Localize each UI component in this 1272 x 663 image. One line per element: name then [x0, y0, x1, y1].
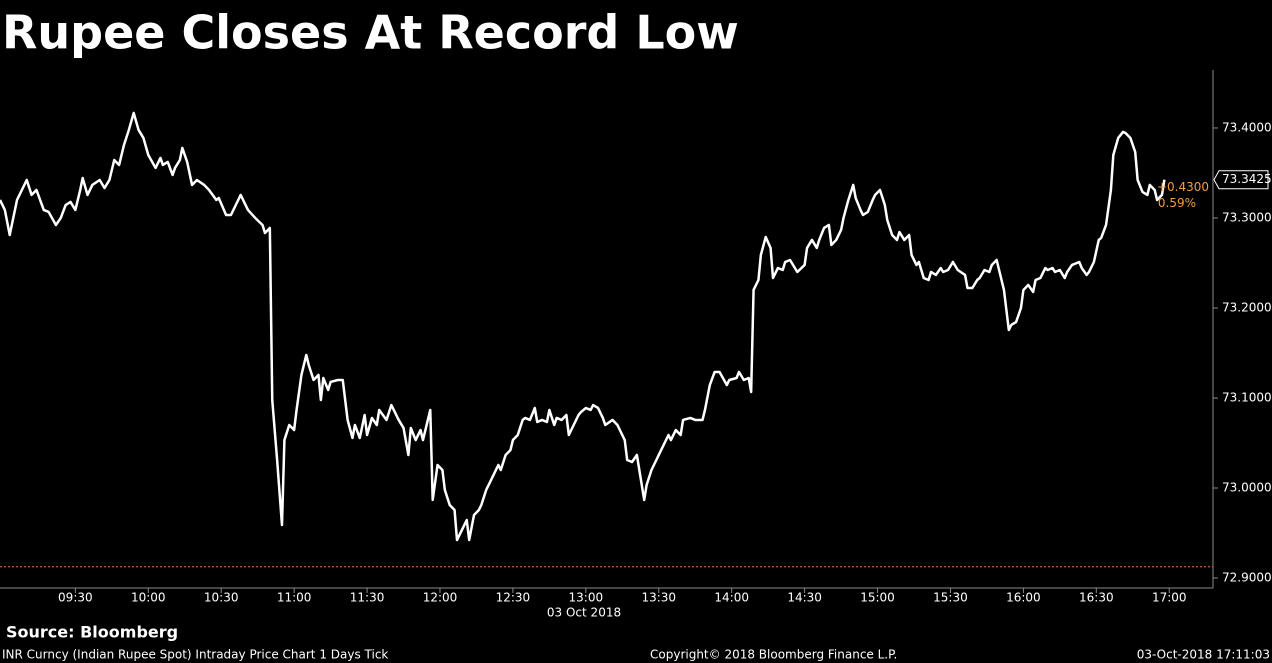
x-tick-label: 15:00	[860, 591, 895, 605]
y-tick-label: 73.0000	[1222, 481, 1272, 495]
y-tick-label: 73.4000	[1222, 120, 1272, 134]
x-tick-label: 12:30	[496, 591, 531, 605]
change-label: +0.4300	[1157, 180, 1209, 194]
x-tick-label: 16:00	[1006, 591, 1041, 605]
x-tick-label: 17:00	[1152, 591, 1187, 605]
x-tick-label: 10:00	[131, 591, 166, 605]
x-tick-label: 13:30	[641, 591, 676, 605]
x-tick-label: 16:30	[1079, 591, 1114, 605]
y-tick-label: 72.9000	[1222, 571, 1272, 585]
x-tick-label: 09:30	[58, 591, 93, 605]
x-tick-label: 14:00	[714, 591, 749, 605]
timestamp: 03-Oct-2018 17:11:03	[1137, 648, 1270, 662]
y-tick-label: 73.1000	[1222, 390, 1272, 404]
last-price-box	[1213, 170, 1269, 190]
change-percent-label: 0.59%	[1158, 196, 1196, 210]
chart-title: Rupee Closes At Record Low	[2, 6, 739, 60]
last-price-label: 73.3425	[1222, 172, 1272, 186]
y-tick-label: 73.3000	[1222, 210, 1272, 224]
y-tick-label: 73.2000	[1222, 300, 1272, 314]
x-tick-label: 15:30	[933, 591, 968, 605]
x-axis-label: 03 Oct 2018	[547, 606, 621, 620]
x-tick-label: 11:30	[350, 591, 385, 605]
x-tick-label: 13:00	[569, 591, 604, 605]
copyright: Copyright© 2018 Bloomberg Finance L.P.	[650, 648, 897, 662]
x-tick-label: 10:30	[204, 591, 239, 605]
footnote: INR Curncy (Indian Rupee Spot) Intraday …	[2, 648, 388, 662]
x-tick-label: 14:30	[787, 591, 822, 605]
price-line	[0, 111, 1166, 542]
x-tick-label: 11:00	[277, 591, 312, 605]
source: Source: Bloomberg	[6, 623, 178, 642]
x-tick-label: 12:00	[423, 591, 458, 605]
